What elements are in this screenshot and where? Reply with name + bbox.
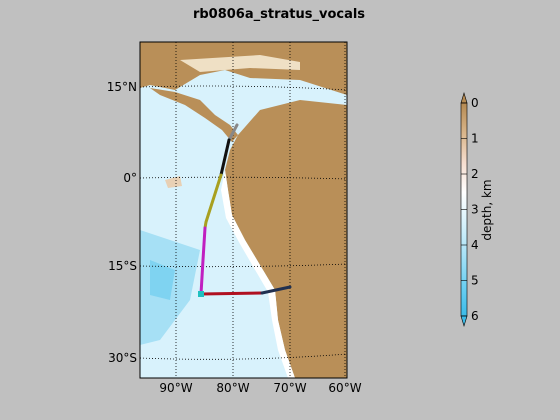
deep-ocean xyxy=(150,260,175,300)
lat-label: 15°N xyxy=(107,80,137,94)
colorbar-tick-label: 0 xyxy=(471,96,479,110)
lon-label: 60°W xyxy=(328,381,361,395)
title: rb0806a_stratus_vocals xyxy=(193,7,365,22)
track-segment xyxy=(260,285,292,295)
ship-track xyxy=(199,123,292,296)
map-frame xyxy=(139,41,348,379)
colorbar-tick-label: 4 xyxy=(471,238,479,252)
colorbar-extend xyxy=(460,91,468,104)
colorbar-ticks: 0 1 2 3 4 5 6 xyxy=(461,96,479,323)
shelf xyxy=(180,55,300,72)
lat-label: 15°S xyxy=(108,259,137,273)
map-area xyxy=(140,42,347,378)
lon-label: 80°W xyxy=(216,381,249,395)
colorbar-tick-label: 1 xyxy=(471,132,479,146)
track-segment xyxy=(199,291,264,296)
colorbar-tick-label: 6 xyxy=(471,309,479,323)
coast-shelf xyxy=(221,170,295,378)
colorbar-tick-label: 3 xyxy=(471,203,479,217)
track-segment xyxy=(227,123,239,142)
lat-label: 0° xyxy=(123,171,137,185)
colorbar-tick-label: 5 xyxy=(471,274,479,288)
colorbar-title: depth, km xyxy=(480,179,494,240)
colorbar-extend xyxy=(460,315,468,328)
lon-label: 70°W xyxy=(273,381,306,395)
islands xyxy=(165,176,182,188)
track-segment xyxy=(199,226,207,296)
lat-label: 30°S xyxy=(108,351,137,365)
station-marker xyxy=(198,291,204,297)
track-segment xyxy=(219,138,231,177)
land xyxy=(225,100,347,378)
lon-label: 90°W xyxy=(159,381,192,395)
colorbar-tick-label: 2 xyxy=(471,167,479,181)
axis-labels: 15°N 0° 15°S 30°S 90°W 80°W 70°W 60°W xyxy=(107,80,362,395)
track-segment xyxy=(203,173,223,230)
